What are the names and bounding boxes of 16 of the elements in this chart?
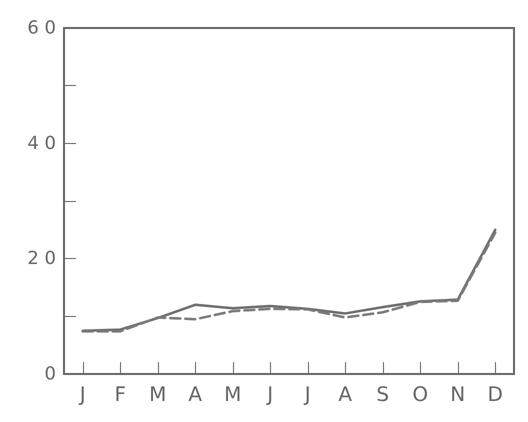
y-tick-label: 0 bbox=[44, 364, 56, 384]
x-tick-label: A bbox=[188, 382, 202, 406]
x-tick-label: S bbox=[376, 382, 390, 406]
x-tick-label: N bbox=[450, 382, 466, 406]
x-tick-label: F bbox=[114, 382, 126, 406]
x-tick-label: D bbox=[488, 382, 503, 406]
x-tick-label: O bbox=[412, 382, 428, 406]
y-tick-label: 4 0 bbox=[27, 132, 56, 154]
x-tick-label: M bbox=[224, 382, 242, 406]
x-tick-label: A bbox=[338, 382, 352, 406]
x-tick-label: J bbox=[78, 382, 86, 406]
x-tick-label: J bbox=[302, 382, 311, 406]
y-tick-label: 6 0 bbox=[27, 18, 56, 38]
y-tick-label: 2 0 bbox=[27, 248, 56, 270]
x-tick-label: M bbox=[149, 382, 166, 406]
x-tick-label: J bbox=[265, 382, 274, 406]
